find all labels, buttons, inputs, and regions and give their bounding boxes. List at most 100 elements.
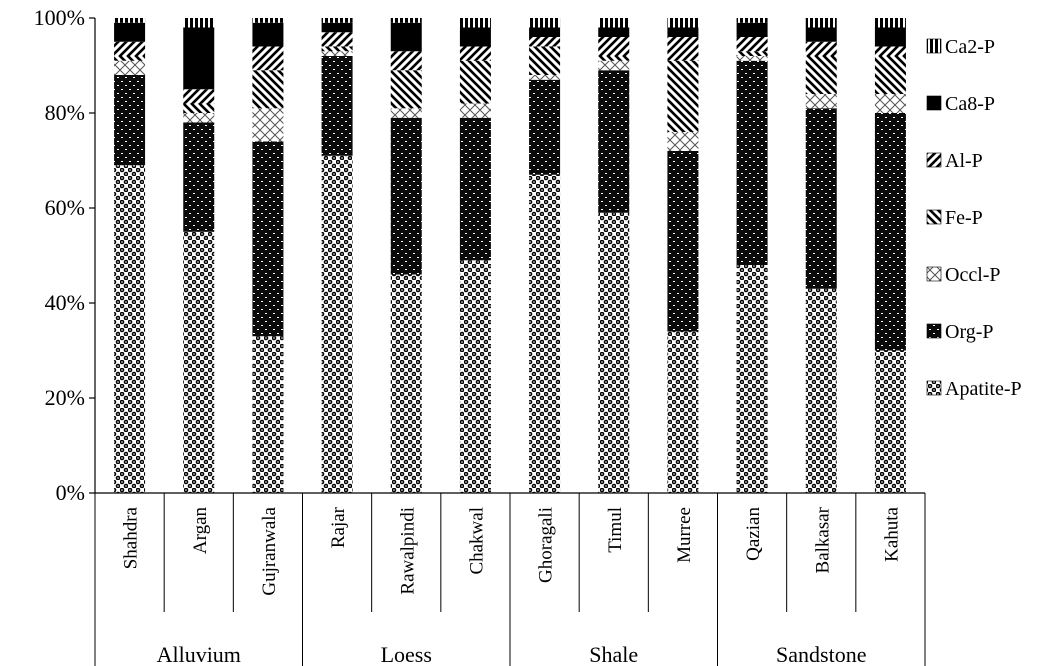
bar-segment-al-p — [252, 46, 284, 71]
bar-segment-org-p — [114, 75, 146, 166]
y-tick-label: 20% — [45, 385, 85, 410]
legend: Ca2-P Ca8-P Al-P Fe-P Occl-P Org-P Apatite-P — [926, 36, 1022, 400]
legend-label: Occl-P — [945, 264, 1001, 286]
bar-segment-ca2-p — [736, 18, 768, 23]
bar-segment-ca2-p — [598, 18, 630, 28]
bar-segment-fe-p — [598, 56, 630, 61]
bar-segment-ca2-p — [183, 18, 215, 28]
bar-segment-apatite-p — [459, 260, 491, 493]
bar-segment-ca2-p — [529, 18, 561, 28]
legend-label: Org-P — [945, 321, 994, 343]
bar-chakwal — [459, 18, 491, 493]
bar-segment-occl-p — [667, 132, 699, 151]
y-tick-label: 60% — [45, 195, 85, 220]
bar-segment-al-p — [529, 37, 561, 47]
bar-segment-org-p — [459, 117, 491, 261]
legend-swatch — [926, 380, 942, 396]
bar-segment-org-p — [598, 70, 630, 213]
bar-segment-org-p — [874, 113, 906, 351]
bar-segment-ca8-p — [252, 22, 284, 47]
bar-segment-ca8-p — [667, 27, 699, 37]
bar-murree — [667, 18, 699, 493]
bar-segment-occl-p — [598, 60, 630, 71]
bar-timul — [598, 18, 630, 493]
x-category-label: Chakwal — [466, 507, 487, 575]
bar-segment-org-p — [667, 151, 699, 332]
x-axis: Shahdra Argan Gujranwala Rajar Rawalpindi Cha… — [94, 492, 926, 666]
x-category-label: Rajar — [328, 506, 349, 548]
bar-segment-apatite-p — [252, 336, 284, 493]
bar-segment-ca2-p — [459, 18, 491, 28]
x-group-label: Loess — [381, 642, 432, 666]
bar-segment-apatite-p — [390, 274, 422, 493]
bar-qazian — [736, 18, 768, 493]
bar-segment-ca8-p — [805, 27, 837, 42]
legend-swatch — [926, 323, 942, 339]
y-tick-label: 100% — [34, 5, 85, 30]
x-category-label: Balkasar — [812, 506, 833, 573]
bar-segment-apatite-p — [321, 155, 353, 493]
y-tick-label: 0% — [56, 480, 85, 505]
bar-segment-apatite-p — [874, 350, 906, 493]
bar-segment-ca8-p — [598, 27, 630, 37]
bar-segment-ca2-p — [874, 18, 906, 28]
bar-segment-occl-p — [805, 94, 837, 109]
bar-segment-fe-p — [667, 60, 699, 132]
bar-segment-org-p — [390, 117, 422, 275]
x-group-label: Shale — [589, 642, 638, 666]
legend-item-ca2-p: Ca2-P — [926, 36, 995, 58]
bar-segment-occl-p — [114, 60, 146, 75]
bar-segment-ca2-p — [321, 18, 353, 23]
legend-item-fe-p: Fe-P — [926, 207, 983, 229]
bar-segment-ca2-p — [390, 18, 422, 23]
x-category-label: Shahdra — [121, 506, 142, 569]
legend-label: Apatite-P — [945, 378, 1022, 400]
bar-gujranwala — [252, 18, 284, 493]
bar-segment-al-p — [667, 37, 699, 61]
legend-label: Ca8-P — [945, 93, 995, 115]
bar-segment-ca8-p — [321, 22, 353, 33]
legend-swatch — [926, 266, 942, 282]
bar-segment-org-p — [183, 122, 215, 232]
bar-rawalpindi — [390, 18, 422, 493]
x-category-label: Argan — [190, 507, 211, 555]
x-group-label: Alluvium — [157, 642, 241, 666]
bar-segment-ca2-p — [667, 18, 699, 28]
bar-segment-al-p — [805, 41, 837, 56]
bar-segment-occl-p — [874, 94, 906, 113]
x-category-label: Qazian — [743, 507, 764, 561]
bar-segment-occl-p — [183, 113, 215, 123]
bar-segment-fe-p — [529, 46, 561, 75]
legend-item-al-p: Al-P — [926, 150, 983, 172]
bar-segment-al-p — [874, 46, 906, 56]
bars — [114, 18, 906, 493]
bar-shahdra — [114, 18, 146, 493]
legend-item-occl-p: Occl-P — [926, 264, 1001, 286]
bar-segment-ca8-p — [459, 27, 491, 47]
bar-segment-apatite-p — [183, 231, 215, 493]
bar-segment-al-p — [736, 37, 768, 52]
bar-segment-org-p — [529, 79, 561, 175]
x-category-label: Kahuta — [881, 506, 902, 561]
bar-segment-al-p — [114, 41, 146, 56]
bar-segment-fe-p — [459, 60, 491, 104]
bar-segment-fe-p — [805, 56, 837, 94]
x-category-label: Timul — [605, 507, 626, 553]
bar-segment-al-p — [390, 51, 422, 71]
x-category-label: Murree — [674, 507, 695, 563]
bar-segment-org-p — [736, 60, 768, 265]
bar-segment-occl-p — [459, 103, 491, 118]
bar-segment-fe-p — [390, 70, 422, 109]
bar-segment-occl-p — [736, 56, 768, 61]
bar-segment-apatite-p — [114, 165, 146, 493]
bar-kahuta — [874, 18, 906, 493]
y-tick-label: 80% — [45, 100, 85, 125]
bar-segment-apatite-p — [805, 288, 837, 493]
bar-segment-apatite-p — [598, 212, 630, 493]
bar-segment-fe-p — [114, 56, 146, 61]
bar-segment-occl-p — [252, 108, 284, 142]
bar-segment-org-p — [805, 108, 837, 289]
bar-segment-occl-p — [321, 51, 353, 56]
bar-segment-ca8-p — [390, 22, 422, 52]
legend-item-apatite-p: Apatite-P — [926, 378, 1022, 400]
